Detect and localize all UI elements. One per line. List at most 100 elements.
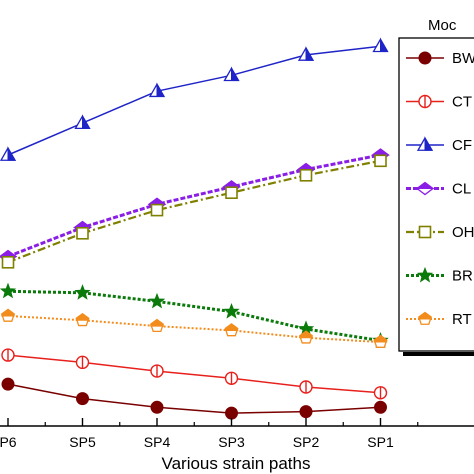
series-line-br <box>7 289 381 343</box>
legend-label-cl: CL <box>452 181 471 198</box>
legend-item-ct: CT <box>406 94 472 111</box>
x-axis-label: Various strain paths <box>162 454 311 473</box>
series-ct <box>1 348 388 400</box>
legend-marker-br <box>416 266 434 283</box>
point-bw-sp3 <box>225 406 238 420</box>
point-cf-sp4-fill <box>156 82 165 97</box>
point-cl-sp4-fill <box>147 197 167 205</box>
point-cf-sp6 <box>0 146 17 161</box>
legend-marker-cl <box>415 181 435 196</box>
legend-label-rt: RT <box>452 311 472 328</box>
series-cf <box>0 37 389 161</box>
x-tick-label-sp6: P6 <box>0 434 17 450</box>
point-rt-sp4-fill <box>150 318 164 327</box>
legend-box <box>398 37 474 352</box>
point-bw-sp5 <box>76 392 89 406</box>
point-bw-sp4 <box>150 400 164 414</box>
legend-label-bw: BW <box>452 50 474 67</box>
point-cl-sp3-fill <box>222 180 241 188</box>
series-oh <box>1 154 387 269</box>
legend-item-cf: CF <box>406 136 472 154</box>
point-oh-sp6 <box>1 255 15 269</box>
point-oh-sp1 <box>374 154 387 168</box>
legend-marker-oh <box>418 225 432 239</box>
point-rt-sp4 <box>150 318 164 333</box>
legend-title: Moc <box>428 17 457 34</box>
point-rt-sp3 <box>224 323 239 337</box>
legend-label-ct: CT <box>452 94 472 111</box>
series-line-oh <box>7 159 381 264</box>
point-ct-sp3 <box>224 371 239 385</box>
legend-item-oh: OH <box>406 224 474 241</box>
x-tick-label-sp4: SP4 <box>144 434 171 450</box>
point-cf-sp2-fill <box>305 46 314 61</box>
point-br-sp5 <box>74 284 91 300</box>
x-tick-label-sp2: SP2 <box>293 434 320 450</box>
series-cl <box>0 148 390 264</box>
point-br-sp3 <box>223 302 240 319</box>
point-oh-sp2 <box>299 169 313 182</box>
series-line-bw <box>7 383 381 414</box>
point-cf-sp5 <box>74 114 91 130</box>
legend-marker-rt <box>418 311 432 325</box>
point-ct-sp1 <box>373 386 388 400</box>
point-bw-sp1 <box>374 400 387 414</box>
series-layer <box>0 37 390 420</box>
point-ct-sp6 <box>1 348 15 362</box>
legend-marker-bw <box>418 51 432 65</box>
point-cf-sp5-fill <box>82 114 91 129</box>
legend-item-rt: RT <box>406 311 472 328</box>
point-cl-sp6-fill <box>0 249 18 257</box>
legend-label-br: BR <box>452 268 473 285</box>
legend-marker-ct <box>418 94 432 109</box>
legend-marker-cl-fill <box>415 181 435 189</box>
legend-marker-cf <box>416 136 434 151</box>
legend-marker-cf-fill <box>424 136 433 151</box>
point-rt-sp6 <box>1 308 15 322</box>
legend-marker-rt-fill <box>418 311 432 320</box>
point-rt-sp6-fill <box>1 308 15 317</box>
legend-label-oh: OH <box>452 224 474 241</box>
legend-item-cl: CL <box>406 181 471 198</box>
legend-box-shadow <box>403 352 474 356</box>
point-cf-sp1-fill <box>380 37 389 52</box>
point-cf-sp6-fill <box>7 146 16 161</box>
legend-item-bw: BW <box>406 50 474 67</box>
point-cf-sp4 <box>148 82 166 98</box>
point-cf-sp3 <box>223 66 240 82</box>
point-ct-sp5 <box>75 355 90 370</box>
point-oh-sp4 <box>150 203 164 217</box>
x-tick-label-sp5: SP5 <box>69 434 96 450</box>
x-tick-label-sp1: SP1 <box>367 434 394 450</box>
point-ct-sp2 <box>299 380 313 394</box>
series-line-cf <box>7 45 381 156</box>
series-line-cl <box>7 153 381 258</box>
point-rt-sp5-fill <box>75 313 90 321</box>
point-cf-sp2 <box>297 46 315 61</box>
point-ct-sp4 <box>150 364 164 378</box>
point-bw-sp2 <box>299 405 313 419</box>
point-br-sp4 <box>148 292 166 309</box>
point-oh-sp5 <box>76 227 89 240</box>
series-line-ct <box>7 354 381 394</box>
point-cl-sp1-fill <box>371 148 390 156</box>
series-rt <box>1 308 388 348</box>
point-bw-sp6 <box>1 377 15 391</box>
point-oh-sp3 <box>225 186 238 199</box>
legend: Moc BW CT CF CL OH BR RT <box>398 17 474 356</box>
series-line-rt <box>7 314 381 344</box>
x-axis: P6 SP5 SP4 SP3 SP2 SP1 <box>0 418 474 450</box>
point-cf-sp1 <box>372 37 389 53</box>
point-rt-sp3-fill <box>224 323 239 331</box>
point-cl-sp2-fill <box>296 162 316 170</box>
point-rt-sp5 <box>75 312 90 327</box>
series-br <box>0 282 389 348</box>
point-rt-sp1-fill <box>373 334 388 343</box>
point-rt-sp1 <box>373 334 388 348</box>
point-br-sp6 <box>0 282 17 299</box>
x-tick-label-sp3: SP3 <box>218 434 245 450</box>
point-cf-sp3-fill <box>231 66 240 81</box>
legend-label-cf: CF <box>452 137 472 154</box>
point-rt-sp2 <box>299 330 313 344</box>
